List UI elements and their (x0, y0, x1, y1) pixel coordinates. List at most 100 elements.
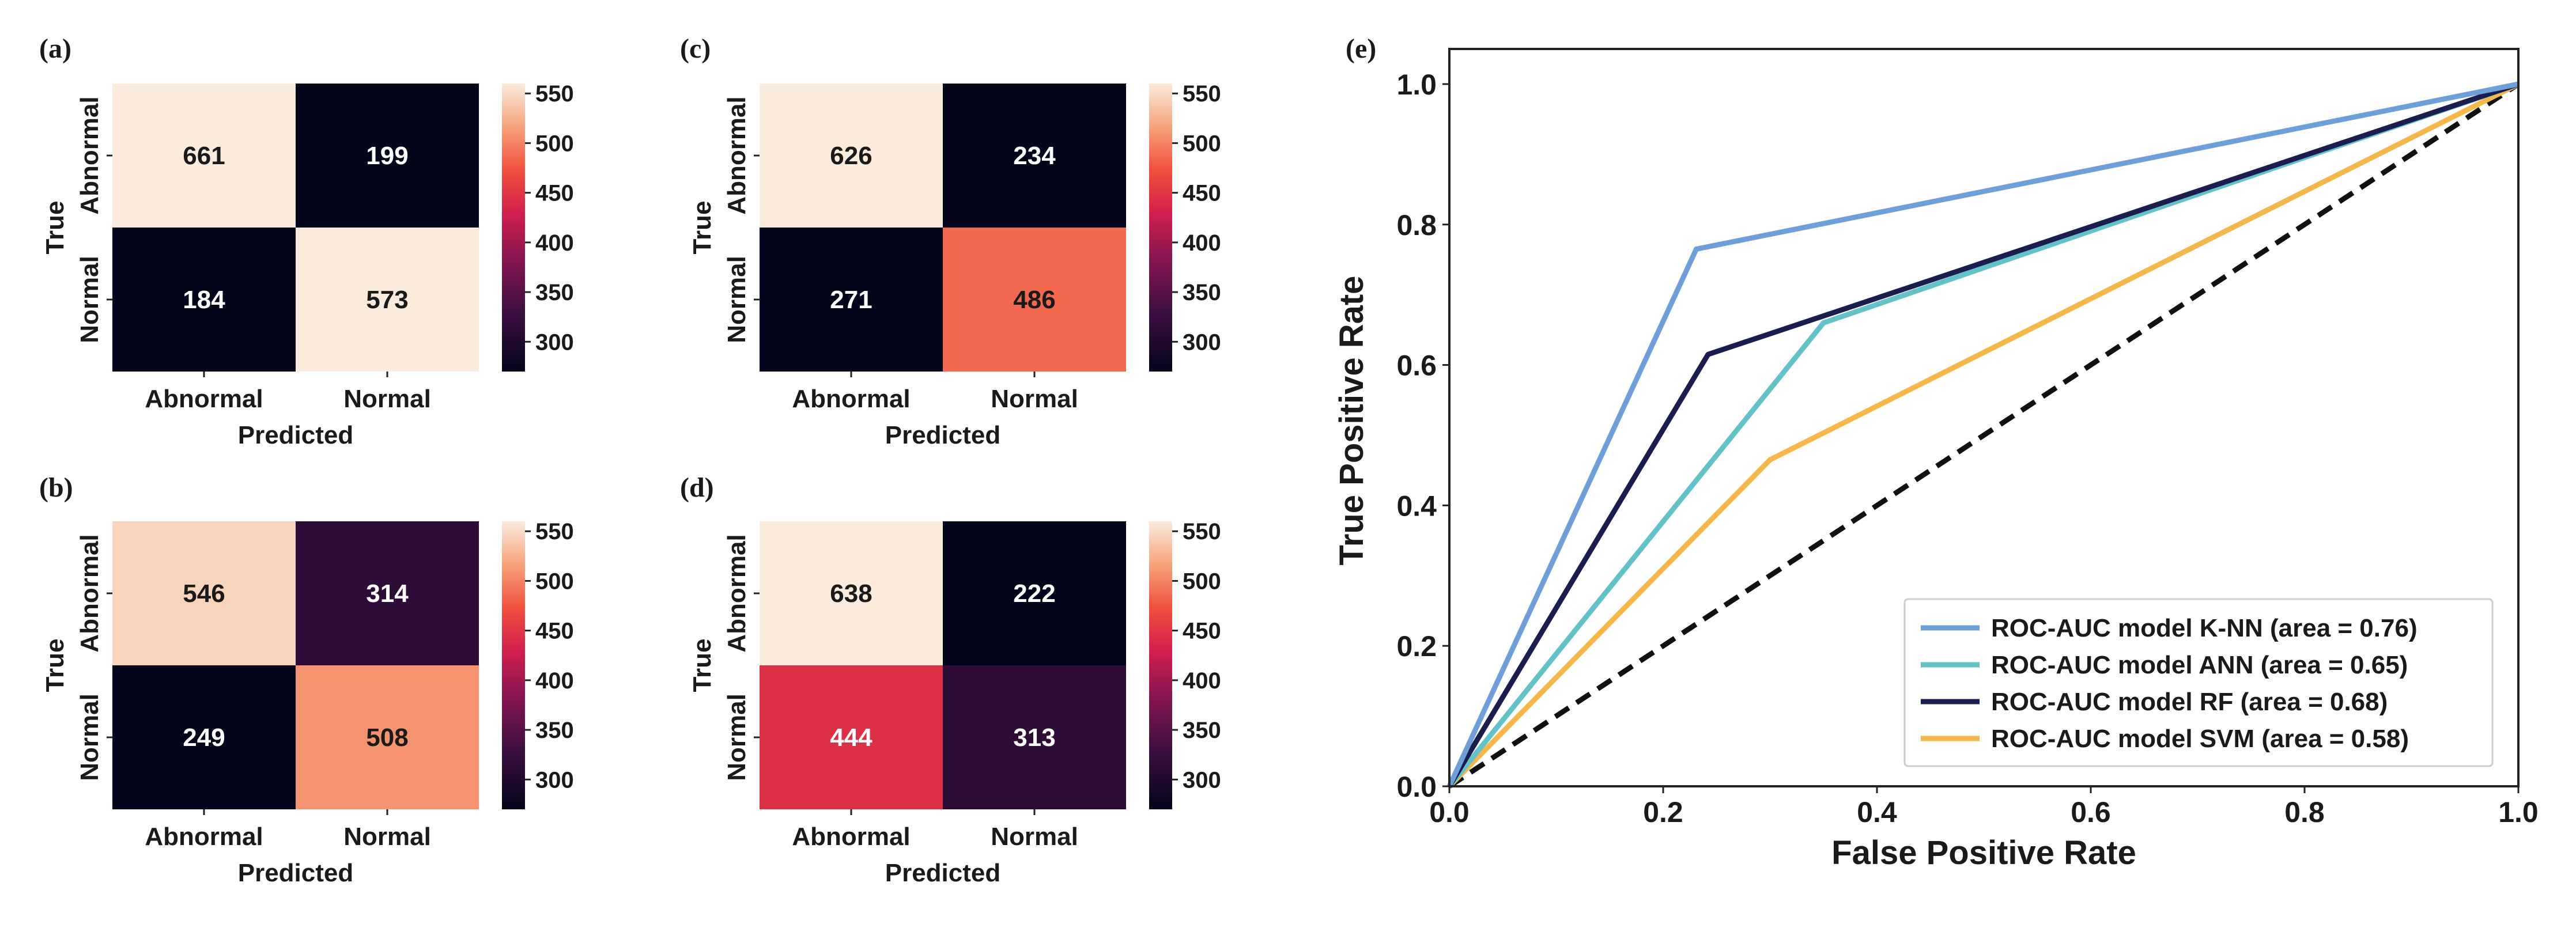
panel-label-d: (d) (680, 472, 714, 503)
heatmap-cell (296, 521, 479, 665)
y-tick-label: 1.0 (1396, 69, 1437, 101)
colorbar-tick-label: 400 (535, 668, 574, 694)
colorbar-tick-label: 450 (535, 619, 574, 644)
x-tick-label: Normal (343, 823, 431, 851)
colorbar-tick-label: 350 (535, 280, 574, 305)
y-axis-label: True (41, 201, 69, 255)
heatmap-cell (760, 665, 943, 809)
colorbar (1149, 521, 1172, 809)
heatmap-cell (296, 665, 479, 809)
x-tick-label: Abnormal (145, 823, 263, 851)
panel-label-b: (b) (39, 472, 73, 503)
heatmap-cell (943, 665, 1126, 809)
heatmap-cell (760, 228, 943, 372)
colorbar-tick-label: 350 (535, 718, 574, 743)
x-axis-label: Predicted (885, 421, 1001, 449)
colorbar-tick-label: 500 (1183, 131, 1221, 156)
y-tick-label: 0.0 (1396, 771, 1437, 803)
cell-value-label: 199 (366, 142, 408, 170)
cell-value-label: 184 (183, 286, 225, 314)
cell-value-label: 661 (183, 142, 225, 170)
y-axis-label: True (41, 639, 69, 692)
legend-entry: ROC-AUC model SVM (area = 0.58) (1991, 725, 2409, 753)
x-axis-label: Predicted (885, 859, 1001, 887)
colorbar-tick-label: 350 (1183, 280, 1221, 305)
cell-value-label: 249 (183, 724, 225, 752)
colorbar (502, 521, 525, 809)
x-tick-label: 0.2 (1643, 796, 1683, 828)
x-tick-label: 0.4 (1857, 796, 1897, 828)
cell-value-label: 444 (830, 724, 872, 752)
colorbar-tick-label: 500 (535, 131, 574, 156)
y-tick-label: 0.8 (1396, 209, 1437, 241)
colorbar-tick-label: 500 (535, 569, 574, 594)
colorbar-tick-label: 500 (1183, 569, 1221, 594)
colorbar-tick-label: 550 (535, 81, 574, 107)
heatmap-cell (112, 665, 296, 809)
colorbar-tick-label: 300 (535, 767, 574, 793)
heatmap-cell (112, 521, 296, 665)
panel-label-c: (c) (680, 33, 711, 64)
heatmap-cell (760, 521, 943, 665)
colorbar-tick-label: 350 (1183, 718, 1221, 743)
y-tick-label: 0.6 (1396, 350, 1437, 382)
cell-value-label: 546 (183, 579, 225, 608)
heatmap-cell (943, 521, 1126, 665)
legend-entry: ROC-AUC model K-NN (area = 0.76) (1991, 614, 2418, 642)
y-tick-label: 0.4 (1396, 490, 1437, 522)
cell-value-label: 638 (830, 579, 872, 608)
x-tick-label: Normal (991, 823, 1078, 851)
x-tick-label: Normal (343, 385, 431, 413)
colorbar-tick-label: 450 (1183, 619, 1221, 644)
x-tick-label: 0.6 (2071, 796, 2111, 828)
y-tick-label: Abnormal (75, 534, 104, 652)
cell-value-label: 486 (1013, 286, 1055, 314)
heatmap-cell (112, 228, 296, 372)
heatmap-cell (943, 84, 1126, 228)
panel-label-e: (e) (1346, 33, 1376, 64)
heatmap-b: 546 314 249 508 Abnormal Normal Predicted Abnor… (41, 519, 574, 887)
heatmap-cell (296, 228, 479, 372)
colorbar-tick-label: 400 (1183, 668, 1221, 694)
roc-series-line (1446, 81, 2519, 787)
cell-value-label: 313 (1013, 724, 1055, 752)
colorbar-tick-label: 300 (1183, 767, 1221, 793)
x-tick-label: 1.0 (2498, 796, 2539, 828)
cell-value-label: 314 (366, 579, 409, 608)
heatmap-a: 661 199 184 573 Abnormal Normal Predicted Abnor… (41, 81, 574, 449)
x-axis-label: Predicted (238, 421, 354, 449)
x-axis-label: False Positive Rate (1831, 834, 2136, 872)
colorbar (1149, 84, 1172, 372)
y-axis-label: True (688, 639, 716, 692)
cell-value-label: 271 (830, 286, 872, 314)
legend-entry: ROC-AUC model RF (area = 0.68) (1991, 688, 2388, 716)
panel-label-a: (a) (39, 33, 71, 64)
heatmap-cell (296, 84, 479, 228)
y-tick-label: Abnormal (723, 96, 751, 214)
colorbar-tick-label: 450 (535, 181, 574, 206)
x-tick-label: Abnormal (792, 823, 910, 851)
colorbar (502, 84, 525, 372)
cell-value-label: 626 (830, 142, 872, 170)
x-axis-label: Predicted (238, 859, 354, 887)
x-tick-label: Abnormal (145, 385, 263, 413)
legend: ROC-AUC model K-NN (area = 0.76) ROC-AUC … (1903, 598, 2494, 767)
legend-entry: ROC-AUC model ANN (area = 0.65) (1991, 651, 2408, 679)
y-axis-label: True (688, 201, 716, 255)
cell-value-label: 222 (1013, 579, 1055, 608)
y-tick-label: Abnormal (723, 534, 751, 652)
y-tick-label: Normal (75, 694, 104, 781)
heatmap-cell (943, 228, 1126, 372)
roc-series-line (1447, 81, 2520, 789)
confusion-matrices: 661 199 184 573 Abnormal Normal Predicted Abnor… (41, 81, 1221, 887)
colorbar-tick-label: 300 (535, 329, 574, 355)
roc-series-line (1447, 81, 2520, 788)
cell-value-label: 573 (366, 286, 408, 314)
roc-baseline (1448, 82, 2520, 789)
plot-frame (1448, 48, 2520, 787)
heatmap-cell (112, 84, 296, 228)
y-tick-label: Normal (723, 694, 751, 781)
heatmap-c: 626 234 271 486 Abnormal Normal Predicted Abnor… (688, 81, 1221, 449)
colorbar-tick-label: 400 (535, 230, 574, 256)
